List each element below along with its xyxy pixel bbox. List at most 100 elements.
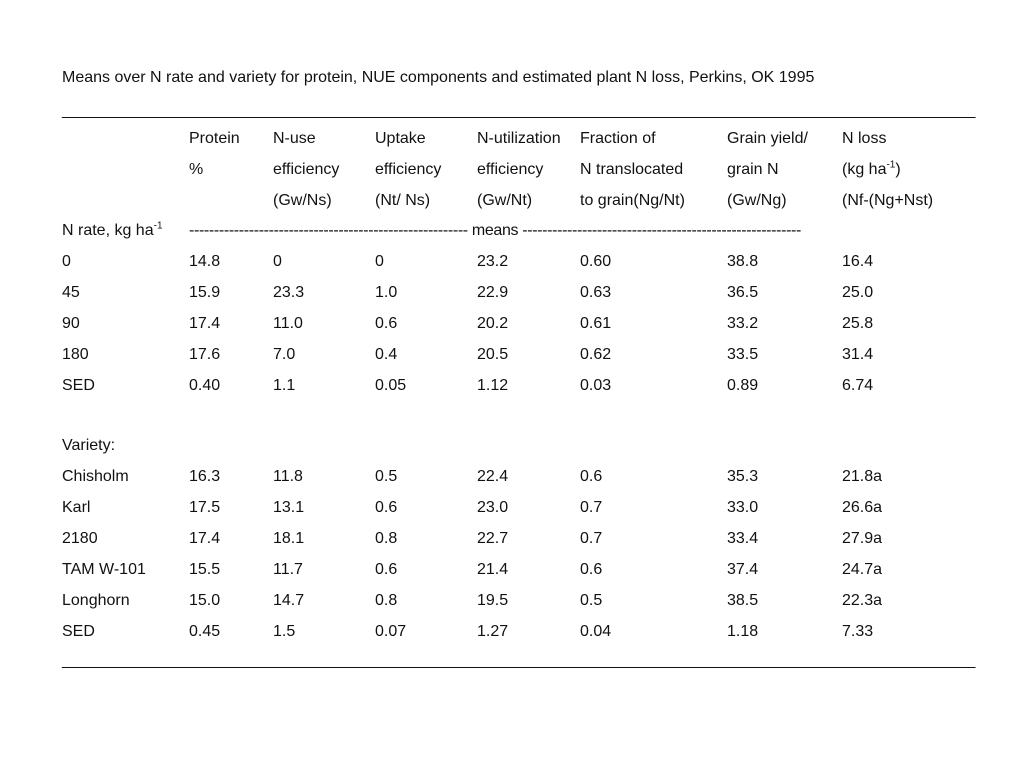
table-cell: 0.8 [375,592,398,609]
table-cell: 31.4 [842,346,874,363]
header-close: ) [895,161,901,178]
table-cell: 0 [273,253,282,270]
superscript: -1 [153,220,163,232]
header-cell: (Gw/Nt) [477,192,533,209]
row-label: Longhorn [62,592,130,609]
row-label: 90 [62,315,80,332]
table-cell: 18.1 [273,530,305,547]
header-cell: N-utilization [477,130,561,147]
table-cell: 22.9 [477,284,509,301]
bottom-rule: ________________________________________… [62,652,975,669]
header-cell: N translocated [580,161,684,178]
header-cell: efficiency [375,161,442,178]
top-rule: ________________________________________… [62,102,975,119]
table-cell: 23.0 [477,499,509,516]
table-cell: 0.4 [375,346,398,363]
header-cell: Protein [189,130,240,147]
table-cell: 0.40 [189,377,221,394]
table-cell: 0.6 [375,561,398,578]
table-cell: 0.7 [580,499,603,516]
table-cell: 14.7 [273,592,305,609]
row-label: SED [62,377,95,394]
table-cell: 17.5 [189,499,221,516]
table-cell: 22.3a [842,592,883,609]
means-divider: ----------------------------------------… [189,222,802,239]
table-cell: 0.61 [580,315,612,332]
table-cell: 23.2 [477,253,509,270]
table-cell: 15.5 [189,561,221,578]
header-cell: Fraction of [580,130,656,147]
table-cell: 0.5 [580,592,603,609]
table-cell: 0.6 [580,561,603,578]
nloss-unit-header: (kg ha-1) [842,159,901,179]
table-cell: 1.12 [477,377,509,394]
header-cell: (Nf-(Ng+Nst) [842,192,934,209]
nrate-label: N rate, kg ha-1 [62,220,163,240]
table-cell: 1.5 [273,623,296,640]
table-cell: 23.3 [273,284,305,301]
table-cell: 1.27 [477,623,509,640]
table-cell: 24.7a [842,561,883,578]
table-cell: 0.05 [375,377,407,394]
header-cell: efficiency [273,161,340,178]
table-cell: 22.4 [477,468,509,485]
table-cell: 25.8 [842,315,874,332]
table-cell: 15.9 [189,284,221,301]
table-cell: 22.7 [477,530,509,547]
table-cell: 13.1 [273,499,305,516]
table-cell: 0.45 [189,623,221,640]
table-cell: 20.5 [477,346,509,363]
superscript: -1 [886,159,896,171]
table-cell: 7.33 [842,623,874,640]
table-cell: 1.18 [727,623,759,640]
row-label: SED [62,623,95,640]
table-cell: 21.4 [477,561,509,578]
header-cell: grain N [727,161,779,178]
table-cell: 0.62 [580,346,612,363]
table-cell: 14.8 [189,253,221,270]
row-label: 45 [62,284,80,301]
table-cell: 0.5 [375,468,398,485]
table-cell: 17.6 [189,346,221,363]
header-cell: N-use [273,130,316,147]
table-cell: 0.07 [375,623,407,640]
table-cell: 15.0 [189,592,221,609]
table-cell: 0.63 [580,284,612,301]
table-cell: 33.5 [727,346,759,363]
table-cell: 17.4 [189,315,221,332]
table-cell: 0.89 [727,377,759,394]
table-cell: 38.8 [727,253,759,270]
variety-label: Variety: [62,437,116,454]
table-cell: 26.6a [842,499,883,516]
table-cell: 33.0 [727,499,759,516]
table-cell: 1.0 [375,284,398,301]
header-cell: to grain(Ng/Nt) [580,192,685,209]
table-cell: 11.8 [273,468,303,485]
header-cell: efficiency [477,161,544,178]
table-cell: 0.8 [375,530,398,547]
table-cell: 1.1 [273,377,296,394]
header-cell: Grain yield/ [727,130,808,147]
table-cell: 0.6 [375,315,398,332]
table-cell: 0.04 [580,623,612,640]
row-label: Chisholm [62,468,129,485]
row-label: Karl [62,499,91,516]
row-label: TAM W-101 [62,561,146,578]
table-cell: 16.4 [842,253,874,270]
table-cell: 0.6 [375,499,398,516]
table-cell: 38.5 [727,592,759,609]
table-cell: 21.8a [842,468,883,485]
header-cell: % [189,161,204,178]
table-cell: 7.0 [273,346,296,363]
header-cell: (kg ha [842,161,887,178]
table-cell: 0.60 [580,253,612,270]
table-cell: 17.4 [189,530,221,547]
header-cell: Uptake [375,130,426,147]
row-label: 0 [62,253,71,270]
table-title: Means over N rate and variety for protei… [62,69,815,86]
table-cell: 0 [375,253,384,270]
table-cell: 6.74 [842,377,874,394]
header-cell: (Gw/Ng) [727,192,787,209]
table-cell: 33.2 [727,315,759,332]
